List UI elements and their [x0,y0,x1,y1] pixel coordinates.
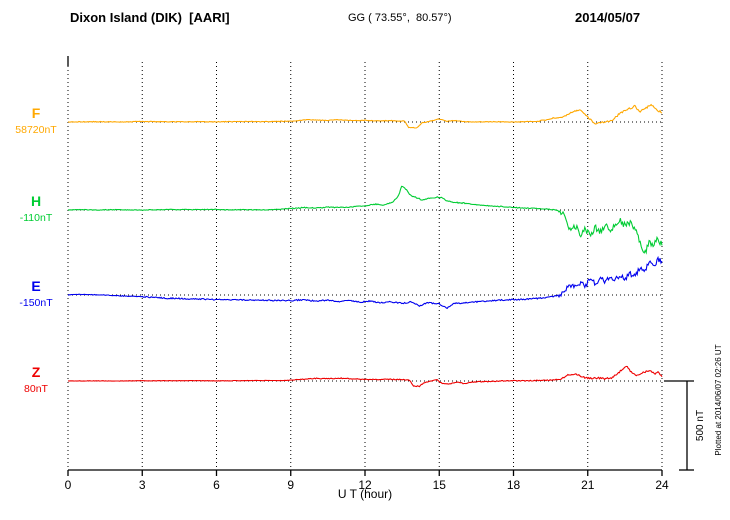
component-label-F: F 58720nT [4,104,68,137]
trace-H [67,185,663,255]
component-baseline-H: -110nT [19,212,53,224]
component-label-Z: Z 80nT [4,363,68,396]
component-label-H: H -110nT [4,192,68,225]
trace-F [67,103,663,129]
scale-bar-label: 500 nT [695,410,706,441]
observation-date: 2014/05/07 [575,10,641,25]
x-tick-label: 6 [213,478,220,492]
plotted-at-note: Plotted at 2014/06/07 02:26 UT [714,344,723,455]
component-baseline-Z: 80nT [24,383,48,395]
x-tick-label: 9 [287,478,294,492]
component-letter-H: H [30,193,42,209]
station-title: Dixon Island (DIK) [AARI] [70,10,230,25]
x-tick-label: 24 [655,478,669,492]
x-tick-label: 3 [139,478,146,492]
x-tick-label: 12 [358,478,372,492]
component-letter-F: F [31,105,41,121]
trace-E [67,255,663,310]
geographic-coordinates: GG ( 73.55°, 80.57°) [348,12,452,24]
component-label-E: E -150nT [4,277,68,310]
component-baseline-E: -150nT [19,297,53,309]
x-tick-label: 0 [65,478,72,492]
x-tick-label: 15 [433,478,447,492]
x-axis-label: U T (hour) [337,487,393,501]
component-letter-E: E [31,278,41,294]
x-tick-label: 18 [507,478,521,492]
component-baseline-F: 58720nT [15,124,57,136]
trace-Z [67,365,663,388]
component-letter-Z: Z [31,364,41,380]
x-tick-label: 21 [581,478,595,492]
